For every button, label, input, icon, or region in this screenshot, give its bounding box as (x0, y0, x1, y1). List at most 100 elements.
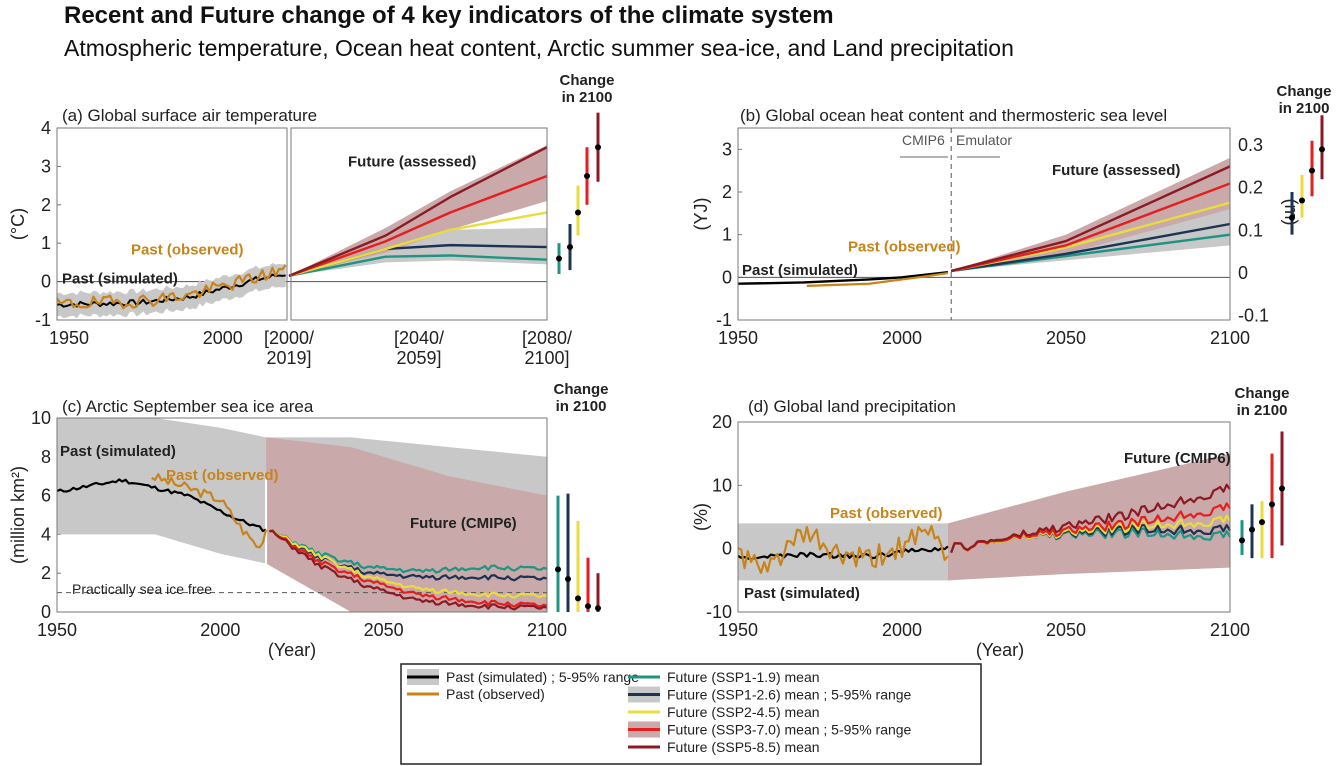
change-mean-ssp585 (1319, 146, 1325, 153)
x-tick-label: 2100] (524, 348, 569, 368)
legend-box (400, 663, 982, 765)
y-tick-label: 8 (41, 447, 51, 467)
x-tick-label: 1950 (37, 620, 77, 640)
annotation-future: Future (CMIP6) (1124, 450, 1231, 467)
x-tick-label: 2019] (266, 348, 311, 368)
future-line-ssp370 (288, 174, 548, 277)
x-axis-label: (Year) (976, 640, 1024, 660)
x-tick-label: 2000 (203, 328, 243, 348)
y-axis-label: (%) (691, 503, 711, 531)
y-axis-label: (YJ) (691, 198, 711, 231)
change-mean-ssp370 (1269, 501, 1275, 508)
annotation-past-observed: Past (observed) (166, 467, 279, 484)
panel-title: (d) Global land precipitation (748, 397, 956, 416)
change-mean-ssp126 (1249, 526, 1255, 533)
y-tick-label: 3 (722, 139, 732, 159)
y-tick-label-right: -0.1 (1238, 306, 1269, 326)
plot-frame (737, 421, 1231, 613)
y-tick-label: 0 (722, 539, 732, 559)
future-line-ssp585 (288, 146, 548, 277)
change-mean-ssp370 (585, 603, 591, 610)
change-label: Change (559, 72, 614, 89)
panel-title: (c) Arctic September sea ice area (62, 397, 314, 416)
x-axis-label: (Year) (268, 640, 316, 660)
change-label: Change (553, 381, 608, 398)
y-tick-label-right: 0.2 (1238, 178, 1263, 198)
change-label: Change (1276, 83, 1331, 100)
x-tick-label: 2000 (882, 328, 922, 348)
legend-label: Future (SSP5-8.5) mean (667, 739, 820, 755)
y-tick-label-right: 0.3 (1238, 135, 1263, 155)
y-tick-label: 2 (41, 563, 51, 583)
y-tick-label: 1 (41, 233, 51, 253)
panel-b: (b) Global ocean heat content and thermo… (691, 83, 1332, 348)
annotation-past-simulated: Past (simulated) (60, 443, 176, 460)
ssp370-range-band (951, 157, 1230, 271)
annotation-cmip6: CMIP6 (902, 132, 945, 148)
y-tick-label: 10 (31, 408, 51, 428)
x-tick-label: 2100 (1210, 328, 1250, 348)
change-mean-ssp585 (595, 144, 601, 151)
panel-a: (a) Global surface air temperature (°C) -1… (8, 72, 615, 368)
y-tick-label: 2 (41, 195, 51, 215)
line-ssp585 (950, 165, 1231, 273)
y-tick-label: 0 (722, 267, 732, 287)
change-mean-ssp245 (575, 595, 581, 602)
change-mean-ssp245 (1259, 519, 1265, 526)
plot-frame (56, 417, 548, 613)
line-observed (151, 473, 268, 549)
x-tick-label: [2000/ (264, 328, 314, 348)
line-ssp126 (268, 529, 548, 582)
y-tick-label: 10 (712, 475, 732, 495)
y-tick-label: 6 (41, 486, 51, 506)
x-tick-label: 2100 (1210, 620, 1250, 640)
x-tick-label: 1950 (718, 620, 758, 640)
change-label: Change (1234, 385, 1289, 402)
change-mean-ssp585 (1279, 485, 1285, 492)
annotation-past-simulated: Past (simulated) (62, 271, 178, 288)
annotation-threshold: Practically sea ice free (72, 581, 212, 597)
x-tick-label: 2100 (527, 620, 567, 640)
y-tick-label: 2 (722, 182, 732, 202)
x-tick-label: [2080/ (522, 328, 572, 348)
simulated-range-band (738, 523, 948, 581)
change-label: in 2100 (562, 89, 613, 106)
change-mean-ssp370 (1309, 167, 1315, 174)
x-tick-label: 2000 (882, 620, 922, 640)
observed-line (56, 264, 287, 310)
line-ssp245 (268, 529, 548, 599)
annotation-emulator: Emulator (956, 132, 1012, 148)
line-observed (737, 525, 949, 574)
change-label: in 2100 (556, 398, 607, 415)
plot-frame-left (56, 127, 288, 321)
y-tick-label: 3 (41, 156, 51, 176)
line-ssp585 (269, 529, 548, 611)
line-ssp370 (950, 182, 1231, 273)
ssp126-range-band (951, 185, 1230, 271)
line-ssp126 (951, 222, 1231, 273)
panel-c: (c) Arctic September sea ice area (millio… (8, 381, 609, 660)
change-mean-ssp245 (1299, 197, 1305, 204)
change-label: in 2100 (1279, 100, 1330, 117)
annotation-past-observed: Past (observed) (830, 505, 943, 522)
change-mean-ssp119 (555, 566, 561, 573)
y-tick-label: 0 (41, 272, 51, 292)
line-observed (806, 271, 949, 287)
line-simulated (737, 545, 949, 561)
panel-title: (a) Global surface air temperature (62, 106, 317, 125)
x-tick-label: 1950 (718, 328, 758, 348)
y-tick-label: 0 (41, 602, 51, 622)
ssp370-range-band (289, 145, 547, 276)
future-line-ssp119 (288, 254, 548, 278)
line-simulated (56, 478, 267, 533)
ssp370-range-band (947, 453, 1230, 581)
change-mean-ssp126 (565, 576, 571, 583)
legend-label: Future (SSP1-1.9) mean (667, 669, 820, 685)
x-tick-label: 2050 (1046, 620, 1086, 640)
line-simulated (737, 271, 949, 285)
annotation-past-observed: Past (observed) (131, 242, 244, 259)
change-label: in 2100 (1237, 402, 1288, 419)
legend-label: Future (SSP3-7.0) mean ; 5-95% range (667, 722, 912, 738)
panel-d: (d) Global land precipitation (%) -10 0 10 20… (691, 385, 1290, 660)
simulated-line (56, 273, 286, 308)
